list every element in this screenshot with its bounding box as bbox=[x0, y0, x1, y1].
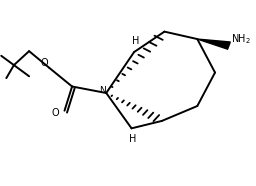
Text: O: O bbox=[40, 58, 48, 68]
Text: O: O bbox=[52, 108, 59, 118]
Text: H: H bbox=[132, 36, 139, 46]
Text: N: N bbox=[99, 86, 106, 95]
Polygon shape bbox=[197, 39, 230, 49]
Text: H: H bbox=[129, 134, 136, 144]
Text: NH$_2$: NH$_2$ bbox=[231, 32, 251, 46]
